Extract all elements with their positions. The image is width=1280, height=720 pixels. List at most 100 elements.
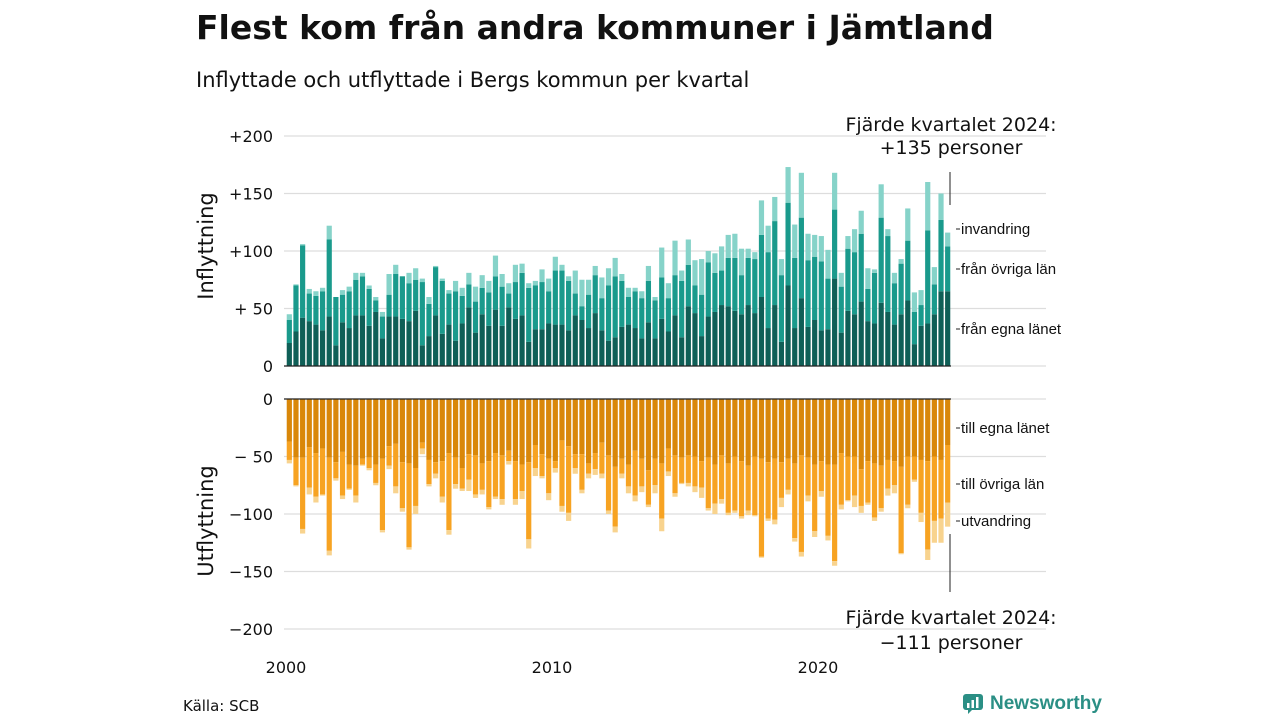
outflow-bar-segment xyxy=(353,465,359,496)
chart-title: Flest kom från andra kommuner i Jämtland xyxy=(196,8,994,47)
outflow-bar-segment xyxy=(293,485,299,487)
inflow-bar-segment xyxy=(718,270,725,306)
inflow-bar-segment xyxy=(825,278,831,330)
inflow-bar-segment xyxy=(812,320,818,366)
inflow-bar-segment xyxy=(306,288,312,294)
outflow-bar-segment xyxy=(459,488,465,491)
outflow-bar-segment xyxy=(373,464,379,483)
outflow-bar-segment xyxy=(386,446,392,466)
inflow-bar-segment xyxy=(718,246,725,271)
outflow-bar-segment xyxy=(346,399,352,465)
inflow-bar-segment xyxy=(426,336,432,366)
outflow-bar-segment xyxy=(492,496,499,500)
outflow-bar-segment xyxy=(585,399,592,464)
inflow-bar-segment xyxy=(353,315,359,366)
inflow-bar-segment xyxy=(532,280,538,286)
outflow-bar-segment xyxy=(566,399,572,447)
y-axis-label: Utflyttning xyxy=(194,465,218,577)
y-tick-label: −150 xyxy=(229,563,273,582)
outflow-bar-segment xyxy=(439,496,445,503)
inflow-bar-segment xyxy=(286,320,292,343)
outflow-bar-segment xyxy=(572,468,578,474)
outflow-bar-segment xyxy=(486,461,492,508)
series-label: till övriga län xyxy=(961,476,1044,493)
outflow-bar-segment xyxy=(632,399,638,451)
outflow-bar-segment xyxy=(599,473,605,479)
inflow-bar-segment xyxy=(838,332,844,366)
outflow-bar-segment xyxy=(346,464,352,489)
outflow-bar-segment xyxy=(605,399,612,456)
inflow-bar-segment xyxy=(512,318,519,366)
outflow-bar-segment xyxy=(526,399,532,463)
outflow-bar-segment xyxy=(685,399,691,456)
inflow-bar-segment xyxy=(539,269,545,283)
outflow-bar-segment xyxy=(738,399,745,462)
outflow-bar-segment xyxy=(745,510,751,516)
inflow-bar-segment xyxy=(758,234,765,297)
inflow-bar-segment xyxy=(486,292,492,326)
outflow-bar-segment xyxy=(725,463,731,513)
outflow-bar-segment xyxy=(858,505,864,513)
inflow-bar-segment xyxy=(612,337,618,366)
inflow-bar-segment xyxy=(579,320,585,366)
outflow-bar-segment xyxy=(393,399,399,444)
outflow-bar-segment xyxy=(665,471,671,477)
outflow-bar-segment xyxy=(705,399,711,458)
outflow-bar-segment xyxy=(645,504,652,508)
inflow-bar-segment xyxy=(605,340,612,366)
inflow-bar-segment xyxy=(353,279,359,316)
x-tick-label: 2020 xyxy=(798,658,839,677)
inflow-bar-segment xyxy=(619,274,625,281)
outflow-bar-segment xyxy=(772,399,778,459)
inflow-bar-segment xyxy=(712,272,718,312)
outflow-bar-segment xyxy=(605,455,612,511)
inflow-bar-segment xyxy=(878,302,884,366)
inflow-bar-segment xyxy=(559,264,565,271)
inflow-bar-segment xyxy=(705,251,711,263)
outflow-bar-segment xyxy=(732,399,738,457)
inflow-bar-segment xyxy=(745,248,751,258)
outflow-bar-segment xyxy=(346,488,352,490)
outflow-bar-segment xyxy=(499,399,505,456)
inflow-bar-segment xyxy=(386,316,392,366)
outflow-bar-segment xyxy=(878,399,884,466)
y-tick-label: 0 xyxy=(263,390,273,409)
inflow-bar-segment xyxy=(738,275,745,315)
outflow-bar-segment xyxy=(373,399,379,465)
outflow-bar-segment xyxy=(499,499,505,505)
inflow-bar-segment xyxy=(373,311,379,366)
outflow-bar-segment xyxy=(519,491,525,500)
outflow-bar-segment xyxy=(492,453,499,497)
inflow-bar-segment xyxy=(539,282,545,330)
outflow-bar-segment xyxy=(692,456,698,487)
inflow-bar-segment xyxy=(419,278,425,283)
inflow-bar-segment xyxy=(832,172,838,210)
outflow-bar-segment xyxy=(433,399,439,463)
inflow-bar-segment xyxy=(752,252,758,260)
inflow-bar-segment xyxy=(519,315,525,366)
outflow-bar-segment xyxy=(752,456,758,516)
outflow-bar-segment xyxy=(406,463,412,548)
outflow-bar-segment xyxy=(652,458,658,486)
outflow-bar-segment xyxy=(851,495,858,508)
outflow-bar-segment xyxy=(905,456,911,505)
outflow-bar-segment xyxy=(612,526,618,533)
inflow-bar-segment xyxy=(785,285,791,366)
outflow-bar-segment xyxy=(725,512,731,516)
outflow-bar-segment xyxy=(871,517,878,521)
outflow-bar-segment xyxy=(825,399,831,465)
inflow-bar-segment xyxy=(413,310,419,366)
inflow-bar-segment xyxy=(911,311,918,345)
outflow-bar-segment xyxy=(685,455,691,483)
inflow-bar-segment xyxy=(286,343,292,366)
outflow-bar-segment xyxy=(945,502,951,527)
outflow-bar-segment xyxy=(353,399,359,466)
outflow-bar-segment xyxy=(712,503,718,514)
inflow-bar-segment xyxy=(439,280,445,334)
outflow-bar-segment xyxy=(639,399,645,459)
inflow-bar-segment xyxy=(918,325,924,366)
inflow-bar-segment xyxy=(532,329,538,366)
inflow-bar-segment xyxy=(433,315,439,366)
outflow-bar-segment xyxy=(399,399,405,463)
outflow-bar-segment xyxy=(419,448,425,455)
